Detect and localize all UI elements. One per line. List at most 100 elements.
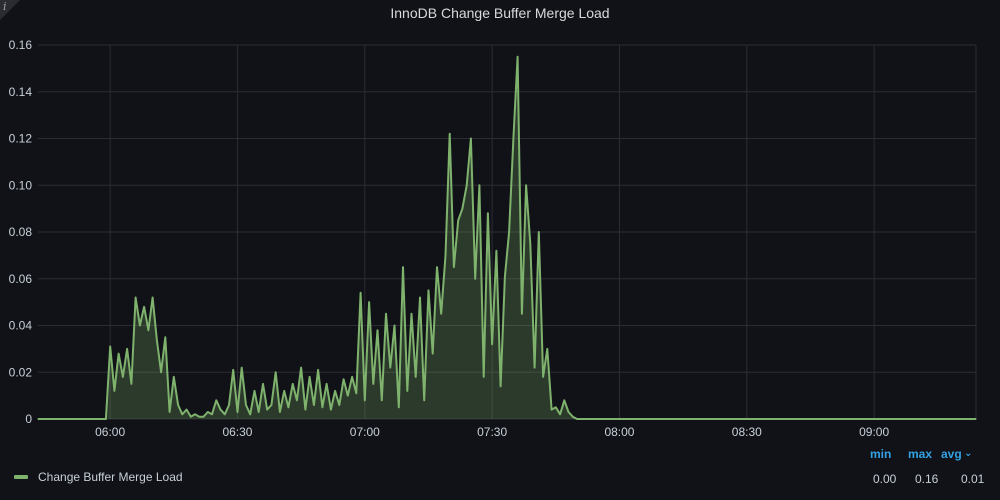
data-point [542,376,544,378]
x-tick-label: 06:00 [95,425,125,439]
data-point [393,324,396,327]
legend-value-max: 0.16 [915,472,939,486]
y-tick-label: 0.10 [9,178,33,192]
data-point [491,343,493,345]
data-point [389,367,391,369]
y-tick-label: 0.04 [9,319,33,333]
chevron-down-icon[interactable]: ⌄ [964,448,973,459]
data-point [202,416,205,418]
data-point [457,219,459,221]
data-point [186,409,188,411]
panel-title: InnoDB Change Buffer Merge Load [390,5,610,21]
data-point [461,208,463,210]
info-icon[interactable]: i [3,0,7,13]
y-tick-label: 0.14 [9,85,33,99]
data-point [249,413,251,415]
data-point [219,409,222,411]
data-point [546,348,548,350]
y-tick-label: 0.12 [9,132,33,146]
data-point [563,399,565,401]
y-tick-label: 0.06 [9,272,33,286]
data-point [135,296,137,299]
legend-header-max[interactable]: max [908,447,933,461]
data-point [118,353,120,355]
data-point [270,404,272,406]
x-tick-label: 08:30 [732,425,762,439]
data-point [232,369,234,371]
data-point [245,404,247,406]
data-point [253,390,256,392]
data-point [113,390,115,392]
data-point [551,409,553,411]
data-point [355,392,357,394]
data-point [372,383,374,385]
y-tick-label: 0.02 [9,365,33,379]
data-point [360,292,362,294]
legend-header-min[interactable]: min [870,447,892,461]
data-point [190,416,192,418]
data-point [160,371,162,373]
data-point [538,231,540,233]
x-tick-label: 07:30 [477,425,507,439]
legend-item-change-buffer-merge-load[interactable]: Change Buffer Merge Load [14,470,183,484]
data-point [292,383,294,385]
data-point [466,184,468,186]
data-point [504,275,506,277]
data-point [483,376,485,378]
data-point [432,353,434,355]
legend-header-avg[interactable]: avg [941,447,962,461]
data-point [139,324,141,327]
data-point [198,416,200,418]
data-point [330,409,332,411]
data-point [343,378,345,380]
data-point [334,390,336,392]
data-point [317,369,319,371]
data-point [177,404,179,406]
data-point [567,411,570,413]
data-point [470,137,472,140]
data-point [126,348,128,350]
data-point [440,313,442,315]
data-point [309,376,311,378]
data-point [122,376,124,378]
data-point [521,313,523,315]
y-tick-label: 0 [25,412,32,426]
data-point [109,345,111,348]
data-point [143,306,145,308]
y-axis: 0 0.02 0.04 0.06 0.08 0.10 0.12 0.14 0.16 [9,38,33,426]
data-point [241,367,243,369]
data-point [508,231,510,233]
data-point [156,338,158,341]
data-point [207,411,209,413]
data-point [169,411,171,413]
legend-series-label: Change Buffer Merge Load [38,470,183,484]
data-point [181,413,183,415]
data-point [215,399,217,401]
data-point [436,266,438,268]
data-point [419,296,421,299]
data-point [368,301,370,303]
data-point [975,418,977,420]
data-point [415,376,417,378]
data-point [236,411,239,413]
data-point [410,313,413,315]
data-point [381,399,383,401]
data-point [572,416,574,418]
data-point [398,406,400,408]
data-point [152,296,154,299]
data-point [444,254,447,256]
data-point [275,371,277,373]
data-point [164,336,166,338]
data-point [321,406,323,408]
x-tick-label: 08:00 [604,425,634,439]
data-point [258,411,260,413]
legend-value-min: 0.00 [873,472,897,486]
data-point [194,413,196,415]
x-tick-label: 09:00 [859,425,889,439]
data-point [147,329,149,331]
data-point [262,383,264,385]
panel-info-corner [0,0,20,20]
data-point [211,413,213,415]
data-point [534,367,536,369]
